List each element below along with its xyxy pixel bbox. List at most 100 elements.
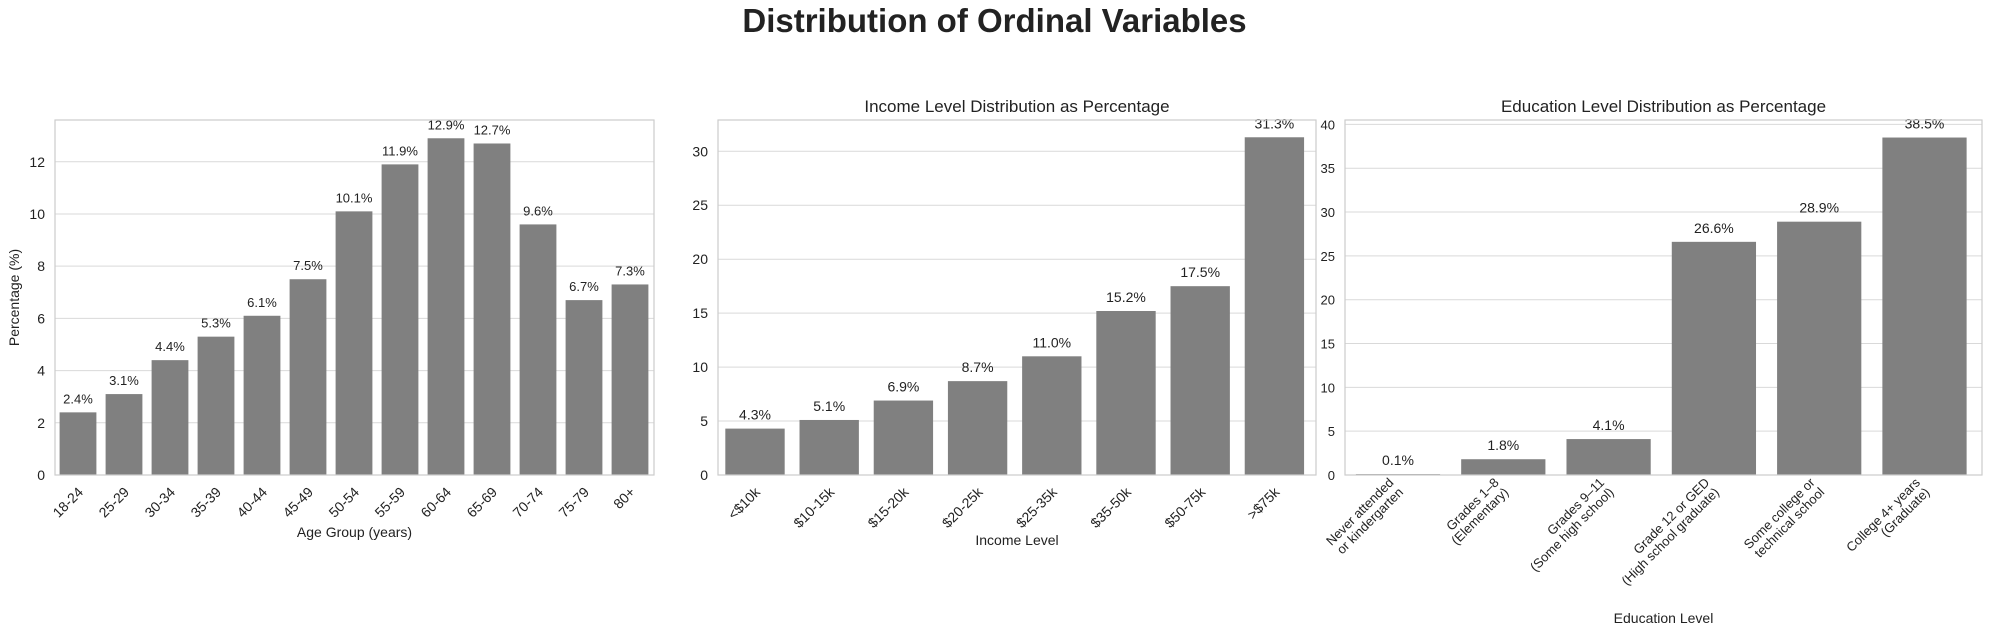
y-tick-label: 20 (692, 251, 708, 267)
x-tick-label-line: 70-74 (509, 484, 546, 521)
bar (427, 138, 465, 475)
x-axis-label: Income Level (975, 532, 1058, 548)
x-tick-label-line: 35-39 (187, 484, 224, 521)
y-tick-label: 30 (1321, 205, 1335, 220)
y-tick-label: 15 (1321, 337, 1335, 352)
figure-title: Distribution of Ordinal Variables (742, 2, 1247, 39)
x-tick-label: 60-64 (417, 484, 454, 521)
y-axis-label: Percentage (%) (6, 249, 22, 346)
x-tick-label-line: 65-69 (463, 484, 500, 521)
x-tick-label-line: 40-44 (233, 484, 270, 521)
data-label: 6.9% (887, 379, 919, 395)
y-tick-label: 25 (1321, 249, 1335, 264)
y-tick-label: 8 (37, 258, 45, 274)
data-label: 10.1% (336, 190, 373, 205)
bar (197, 336, 235, 475)
x-tick-label: 35-39 (187, 484, 224, 521)
y-tick-label: 35 (1321, 161, 1335, 176)
bar (1671, 241, 1757, 475)
data-label: 6.1% (247, 295, 277, 310)
x-tick-label-line: >$75k (1244, 483, 1283, 522)
x-tick-label: $20-25k (939, 483, 987, 531)
bar (947, 381, 1008, 475)
x-tick-label: $15-20k (864, 483, 912, 531)
bar (1461, 459, 1546, 475)
x-tick-label-line: 60-64 (417, 484, 454, 521)
bar (1882, 137, 1967, 475)
plot-area (1345, 120, 1982, 475)
x-tick-label-line: 75-79 (555, 484, 592, 521)
bar (473, 143, 511, 475)
x-tick-label: 75-79 (555, 484, 592, 521)
bar (289, 279, 327, 475)
data-label: 31.3% (1255, 115, 1295, 131)
x-tick-label: 45-49 (279, 484, 316, 521)
bar (335, 211, 373, 475)
data-label: 8.7% (962, 359, 994, 375)
y-tick-label: 4 (37, 363, 45, 379)
x-tick-label: Grade 12 or GED(High school graduate) (1609, 475, 1722, 588)
x-tick-label-line: 30-34 (141, 484, 178, 521)
data-label: 26.6% (1694, 220, 1734, 236)
x-tick-label: Never attendedor kindergarten (1323, 475, 1406, 558)
chart-3: 0 5 10 15 20 25 30 35 40 0.1% Never attendedor kin… (1321, 97, 1983, 626)
x-tick-label: 80+ (610, 484, 638, 512)
bar (151, 360, 189, 475)
x-tick-label-line: $35-50k (1087, 483, 1135, 531)
x-tick-label: $10-15k (790, 483, 838, 531)
y-tick-label: 12 (29, 154, 45, 170)
y-tick-label: 10 (29, 206, 45, 222)
data-label: 6.7% (569, 279, 599, 294)
axes-frame (1344, 119, 1983, 476)
bar (873, 400, 934, 475)
x-tick-label: Grades 9–11(Some high school) (1517, 475, 1616, 574)
x-tick-label: 25-29 (95, 484, 132, 521)
x-tick-label: 18-24 (49, 484, 86, 521)
data-label: 9.6% (523, 203, 553, 218)
x-tick-label: 30-34 (141, 484, 178, 521)
bar (725, 428, 785, 475)
x-tick-label: >$75k (1244, 483, 1283, 522)
y-tick-label: 0 (37, 467, 45, 483)
data-label: 2.4% (63, 391, 93, 406)
x-tick-label-line: $10-15k (790, 483, 838, 531)
y-tick-label: 5 (1328, 424, 1335, 439)
data-label: 4.1% (1593, 417, 1625, 433)
y-tick-label: 30 (692, 143, 708, 159)
bar (1022, 356, 1082, 475)
chart-title: Education Level Distribution as Percenta… (1501, 97, 1826, 116)
bar (799, 419, 859, 475)
bar (1170, 286, 1230, 475)
x-axis-label: Education Level (1614, 610, 1714, 626)
bar (519, 224, 557, 475)
y-tick-label: 40 (1321, 117, 1335, 132)
data-label: 38.5% (1905, 116, 1945, 132)
data-label: 11.0% (1032, 334, 1071, 350)
data-label: 0.1% (1382, 452, 1414, 468)
data-label: 4.3% (739, 407, 771, 423)
y-tick-label: 2 (37, 415, 45, 431)
bar (1777, 221, 1862, 475)
x-tick-label-line: 45-49 (279, 484, 316, 521)
x-tick-label: Grades 1–8(Elementary) (1439, 475, 1512, 548)
x-tick-label-line: $20-25k (939, 483, 987, 531)
data-label: 11.9% (382, 143, 418, 158)
x-tick-label: <$10k (725, 483, 764, 522)
data-label: 12.7% (474, 122, 511, 137)
x-tick-label-line: 18-24 (49, 484, 86, 521)
y-tick-label: 10 (1321, 380, 1335, 395)
x-tick-label: College 4+ years(Graduate) (1843, 475, 1933, 565)
x-tick-label: 55-59 (371, 484, 408, 521)
bar (59, 412, 97, 475)
data-label: 7.3% (615, 263, 645, 278)
chart-title: Income Level Distribution as Percentage (864, 97, 1169, 116)
x-tick-label: Some college ortechnical school (1741, 474, 1828, 561)
bar (611, 284, 649, 475)
data-label: 3.1% (109, 373, 139, 388)
y-tick-label: 25 (692, 197, 708, 213)
bar (105, 394, 143, 475)
data-label: 4.4% (155, 339, 185, 354)
axes-frame (54, 119, 655, 476)
